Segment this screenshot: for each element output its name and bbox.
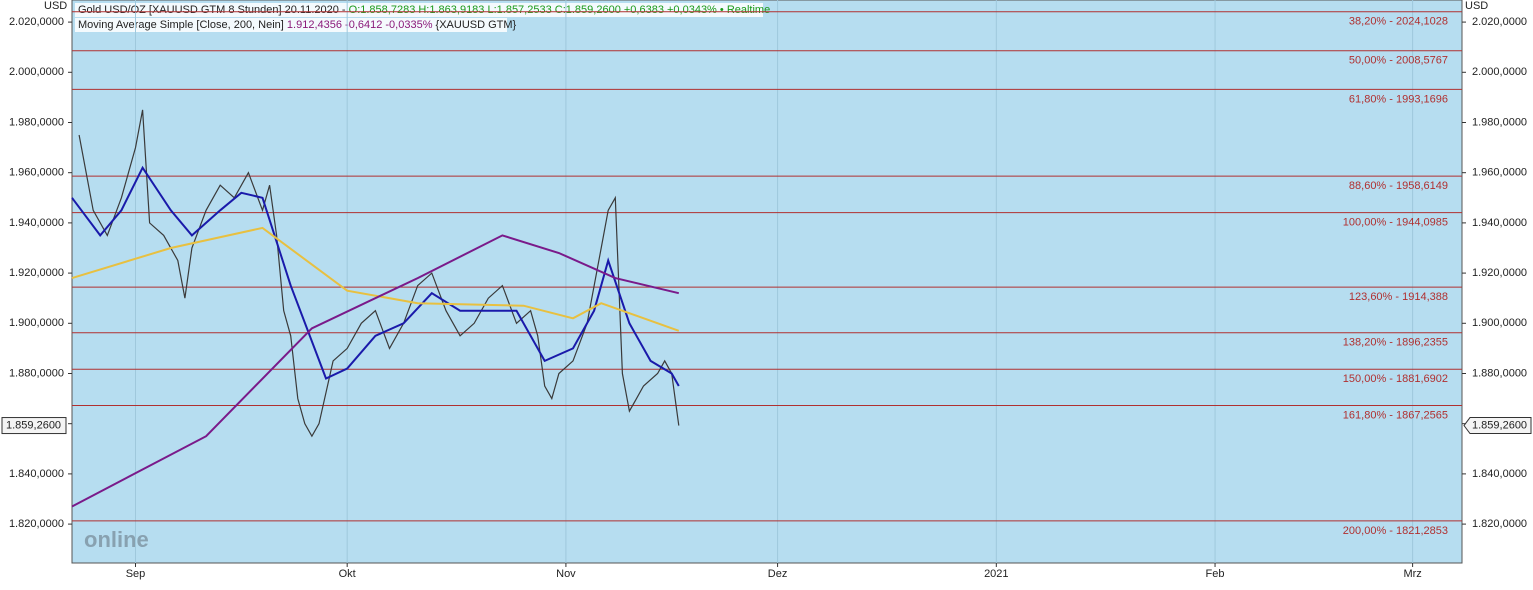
currency-left: USD	[44, 0, 67, 12]
plot-area	[71, 0, 1463, 564]
last-price-box-right	[1463, 417, 1532, 435]
fib-label: 123,60% - 1914,388	[1349, 291, 1448, 303]
fib-label: 100,00% - 1944,0985	[1343, 217, 1448, 229]
watermark: online	[84, 527, 149, 552]
header-bg	[75, 3, 763, 17]
y-tick-label: 1.900,0000	[9, 317, 64, 329]
last-price-label-right: 1.859,2600	[1472, 419, 1527, 431]
fib-label: 88,60% - 1958,6149	[1349, 180, 1448, 192]
header-ohlc: O:1.858,7283 H:1.863,9183 L:1.857,2533 C…	[349, 4, 717, 16]
indicator-bg	[75, 18, 507, 32]
y-tick-label: 2.000,0000	[9, 66, 64, 78]
x-tick-label: Mrz	[1403, 568, 1421, 580]
price-line	[71, 234, 680, 508]
price-line	[71, 226, 680, 332]
indicator-name: Moving Average Simple [Close, 200, Nein]	[78, 19, 284, 31]
indicator: Moving Average Simple [Close, 200, Nein]…	[78, 19, 517, 31]
y-tick-label-right: 1.980,0000	[1472, 116, 1527, 128]
y-tick-label: 2.020,0000	[9, 16, 64, 28]
indicator-values: 1.912,4356 -0,6412 -0,0335%	[287, 19, 433, 31]
fib-label: 138,20% - 1896,2355	[1343, 337, 1448, 349]
y-tick-label: 1.960,0000	[9, 167, 64, 179]
y-tick-label-right: 2.000,0000	[1472, 66, 1527, 78]
y-tick-label-right: 1.920,0000	[1472, 267, 1527, 279]
y-tick-label: 1.920,0000	[9, 267, 64, 279]
price-line	[78, 109, 680, 438]
y-tick-label: 1.820,0000	[9, 518, 64, 530]
y-tick-label-right: 1.840,0000	[1472, 468, 1527, 480]
x-tick-label: Okt	[339, 568, 356, 580]
x-tick-label: Nov	[556, 568, 576, 580]
currency-right: USD	[1465, 0, 1488, 12]
y-tick-label-right: 1.940,0000	[1472, 217, 1527, 229]
y-tick-label-right: 1.960,0000	[1472, 167, 1527, 179]
fib-label: 50,00% - 2008,5767	[1349, 55, 1448, 67]
fib-label: 200,00% - 1821,2853	[1343, 525, 1448, 537]
y-tick-label: 1.840,0000	[9, 468, 64, 480]
y-tick-label: 1.880,0000	[9, 367, 64, 379]
fib-label: 38,20% - 2024,1028	[1349, 16, 1448, 28]
y-tick-label: 1.980,0000	[9, 116, 64, 128]
last-price-box-left	[1, 417, 67, 435]
y-tick-label-right: 1.880,0000	[1472, 367, 1527, 379]
header-instrument: Gold USD/OZ [XAUUSD GTM 8 Stunden] 20.11…	[78, 4, 346, 16]
x-tick-label: Feb	[1206, 568, 1225, 580]
header: Gold USD/OZ [XAUUSD GTM 8 Stunden] 20.11…	[78, 4, 770, 16]
indicator-source: {XAUUSD GTM}	[436, 19, 517, 31]
y-tick-label-right: 1.820,0000	[1472, 518, 1527, 530]
fib-label: 150,00% - 1881,6902	[1343, 373, 1448, 385]
last-price-label-left: 1.859,2600	[6, 419, 61, 431]
price-line	[71, 165, 680, 387]
x-tick-label: 2021	[984, 568, 1008, 580]
y-tick-label-right: 1.900,0000	[1472, 317, 1527, 329]
fib-label: 61,80% - 1993,1696	[1349, 93, 1448, 105]
y-tick-label-right: 2.020,0000	[1472, 16, 1527, 28]
fib-label: 161,80% - 1867,2565	[1343, 409, 1448, 421]
header-status: • Realtime	[720, 4, 770, 16]
x-tick-label: Sep	[126, 568, 146, 580]
x-tick-label: Dez	[768, 568, 788, 580]
y-tick-label: 1.940,0000	[9, 217, 64, 229]
